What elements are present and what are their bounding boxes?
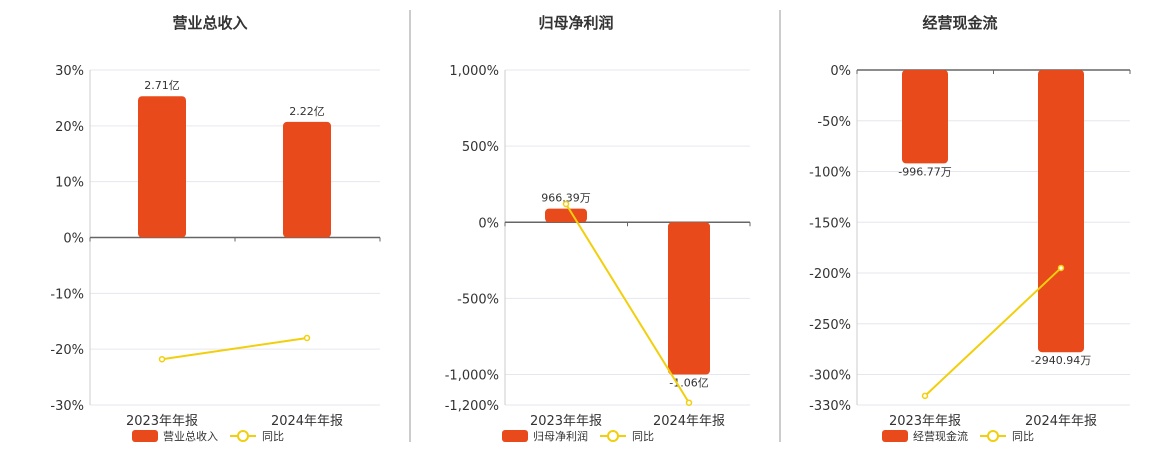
y-tick-label: 1,000% — [449, 64, 499, 79]
legend-line-label: 同比 — [1012, 430, 1034, 443]
line-point — [921, 392, 929, 400]
y-tick-label: -150% — [809, 216, 851, 231]
line-point — [158, 355, 166, 363]
bar — [545, 208, 587, 223]
legend: 营业总收入 同比 — [132, 429, 284, 443]
line-series — [161, 337, 308, 361]
line-point — [685, 399, 693, 406]
x-tick-label: 2024年年报 — [653, 414, 725, 429]
x-tick-label: 2024年年报 — [271, 414, 343, 429]
y-tick-label: 500% — [462, 140, 499, 155]
bar-data-label: -2940.94万 — [1031, 354, 1091, 367]
y-tick-label: -1,000% — [445, 369, 499, 384]
y-tick-label: 30% — [55, 64, 84, 79]
x-tick-label: 2024年年报 — [1025, 414, 1097, 429]
y-tick-label: -300% — [809, 369, 851, 384]
legend-bar-swatch — [882, 430, 908, 442]
bar-data-label: -1.06亿 — [669, 377, 708, 390]
chart-panel-2: 归母净利润 1,000% 500% 0% -500% -1,000% -1,200% 966.… — [445, 14, 751, 443]
legend-line-label: 同比 — [262, 430, 284, 443]
legend-line-marker — [987, 430, 999, 442]
y-tick-label: -1,200% — [445, 399, 499, 414]
y-tick-label: -30% — [50, 399, 84, 414]
bar-data-label: 2.22亿 — [289, 105, 325, 118]
y-tick-label: -250% — [809, 318, 851, 333]
x-tick-label: 2023年年报 — [889, 414, 961, 429]
legend-bar-label: 营业总收入 — [163, 429, 218, 443]
legend: 归母净利润 同比 — [502, 429, 654, 443]
bar — [283, 121, 331, 238]
y-tick-label: 10% — [55, 176, 84, 191]
y-tick-label: -50% — [817, 115, 851, 130]
legend: 经营现金流 同比 — [882, 429, 1034, 443]
y-tick-label: -330% — [809, 399, 851, 414]
y-tick-label: -200% — [809, 267, 851, 282]
legend-bar-label: 归母净利润 — [533, 429, 588, 443]
legend-line-label: 同比 — [632, 430, 654, 443]
bar-data-label: -996.77万 — [898, 165, 951, 178]
legend-line-marker — [237, 430, 249, 442]
bar-data-label: 2.71亿 — [144, 79, 180, 92]
bar — [1038, 70, 1084, 353]
y-tick-label: -20% — [50, 343, 84, 358]
line-series — [565, 203, 690, 404]
y-tick-label: 0% — [478, 216, 499, 231]
y-tick-label: -500% — [457, 292, 499, 307]
x-tick-label: 2023年年报 — [530, 414, 602, 429]
legend-line-marker — [607, 430, 619, 442]
y-tick-label: 0% — [63, 232, 84, 247]
bar — [668, 222, 710, 375]
line-series — [924, 267, 1062, 397]
bar — [138, 96, 186, 238]
chart-panel-1: 营业总收入 30% 20% 10% 0% -10% -20% -30% 2.71亿 2.22亿 20… — [50, 14, 381, 443]
y-tick-label: 0% — [830, 64, 851, 79]
bar-data-label: 966.39万 — [541, 192, 591, 205]
line-point — [562, 200, 570, 208]
line-point — [1057, 264, 1065, 272]
chart-title: 归母净利润 — [538, 14, 613, 32]
legend-bar-label: 经营现金流 — [913, 429, 968, 443]
chart-title: 营业总收入 — [172, 14, 247, 32]
line-point — [303, 334, 311, 342]
y-tick-label: 20% — [55, 120, 84, 135]
chart-title: 经营现金流 — [922, 14, 997, 32]
y-tick-label: -100% — [809, 166, 851, 181]
bar — [902, 70, 948, 164]
chart-panel-3: 经营现金流 0% -50% -100% -150% -200% -250% -300% -330… — [809, 14, 1131, 443]
x-tick-label: 2023年年报 — [126, 414, 198, 429]
y-tick-label: -10% — [50, 287, 84, 302]
legend-bar-swatch — [502, 430, 528, 442]
legend-bar-swatch — [132, 430, 158, 442]
